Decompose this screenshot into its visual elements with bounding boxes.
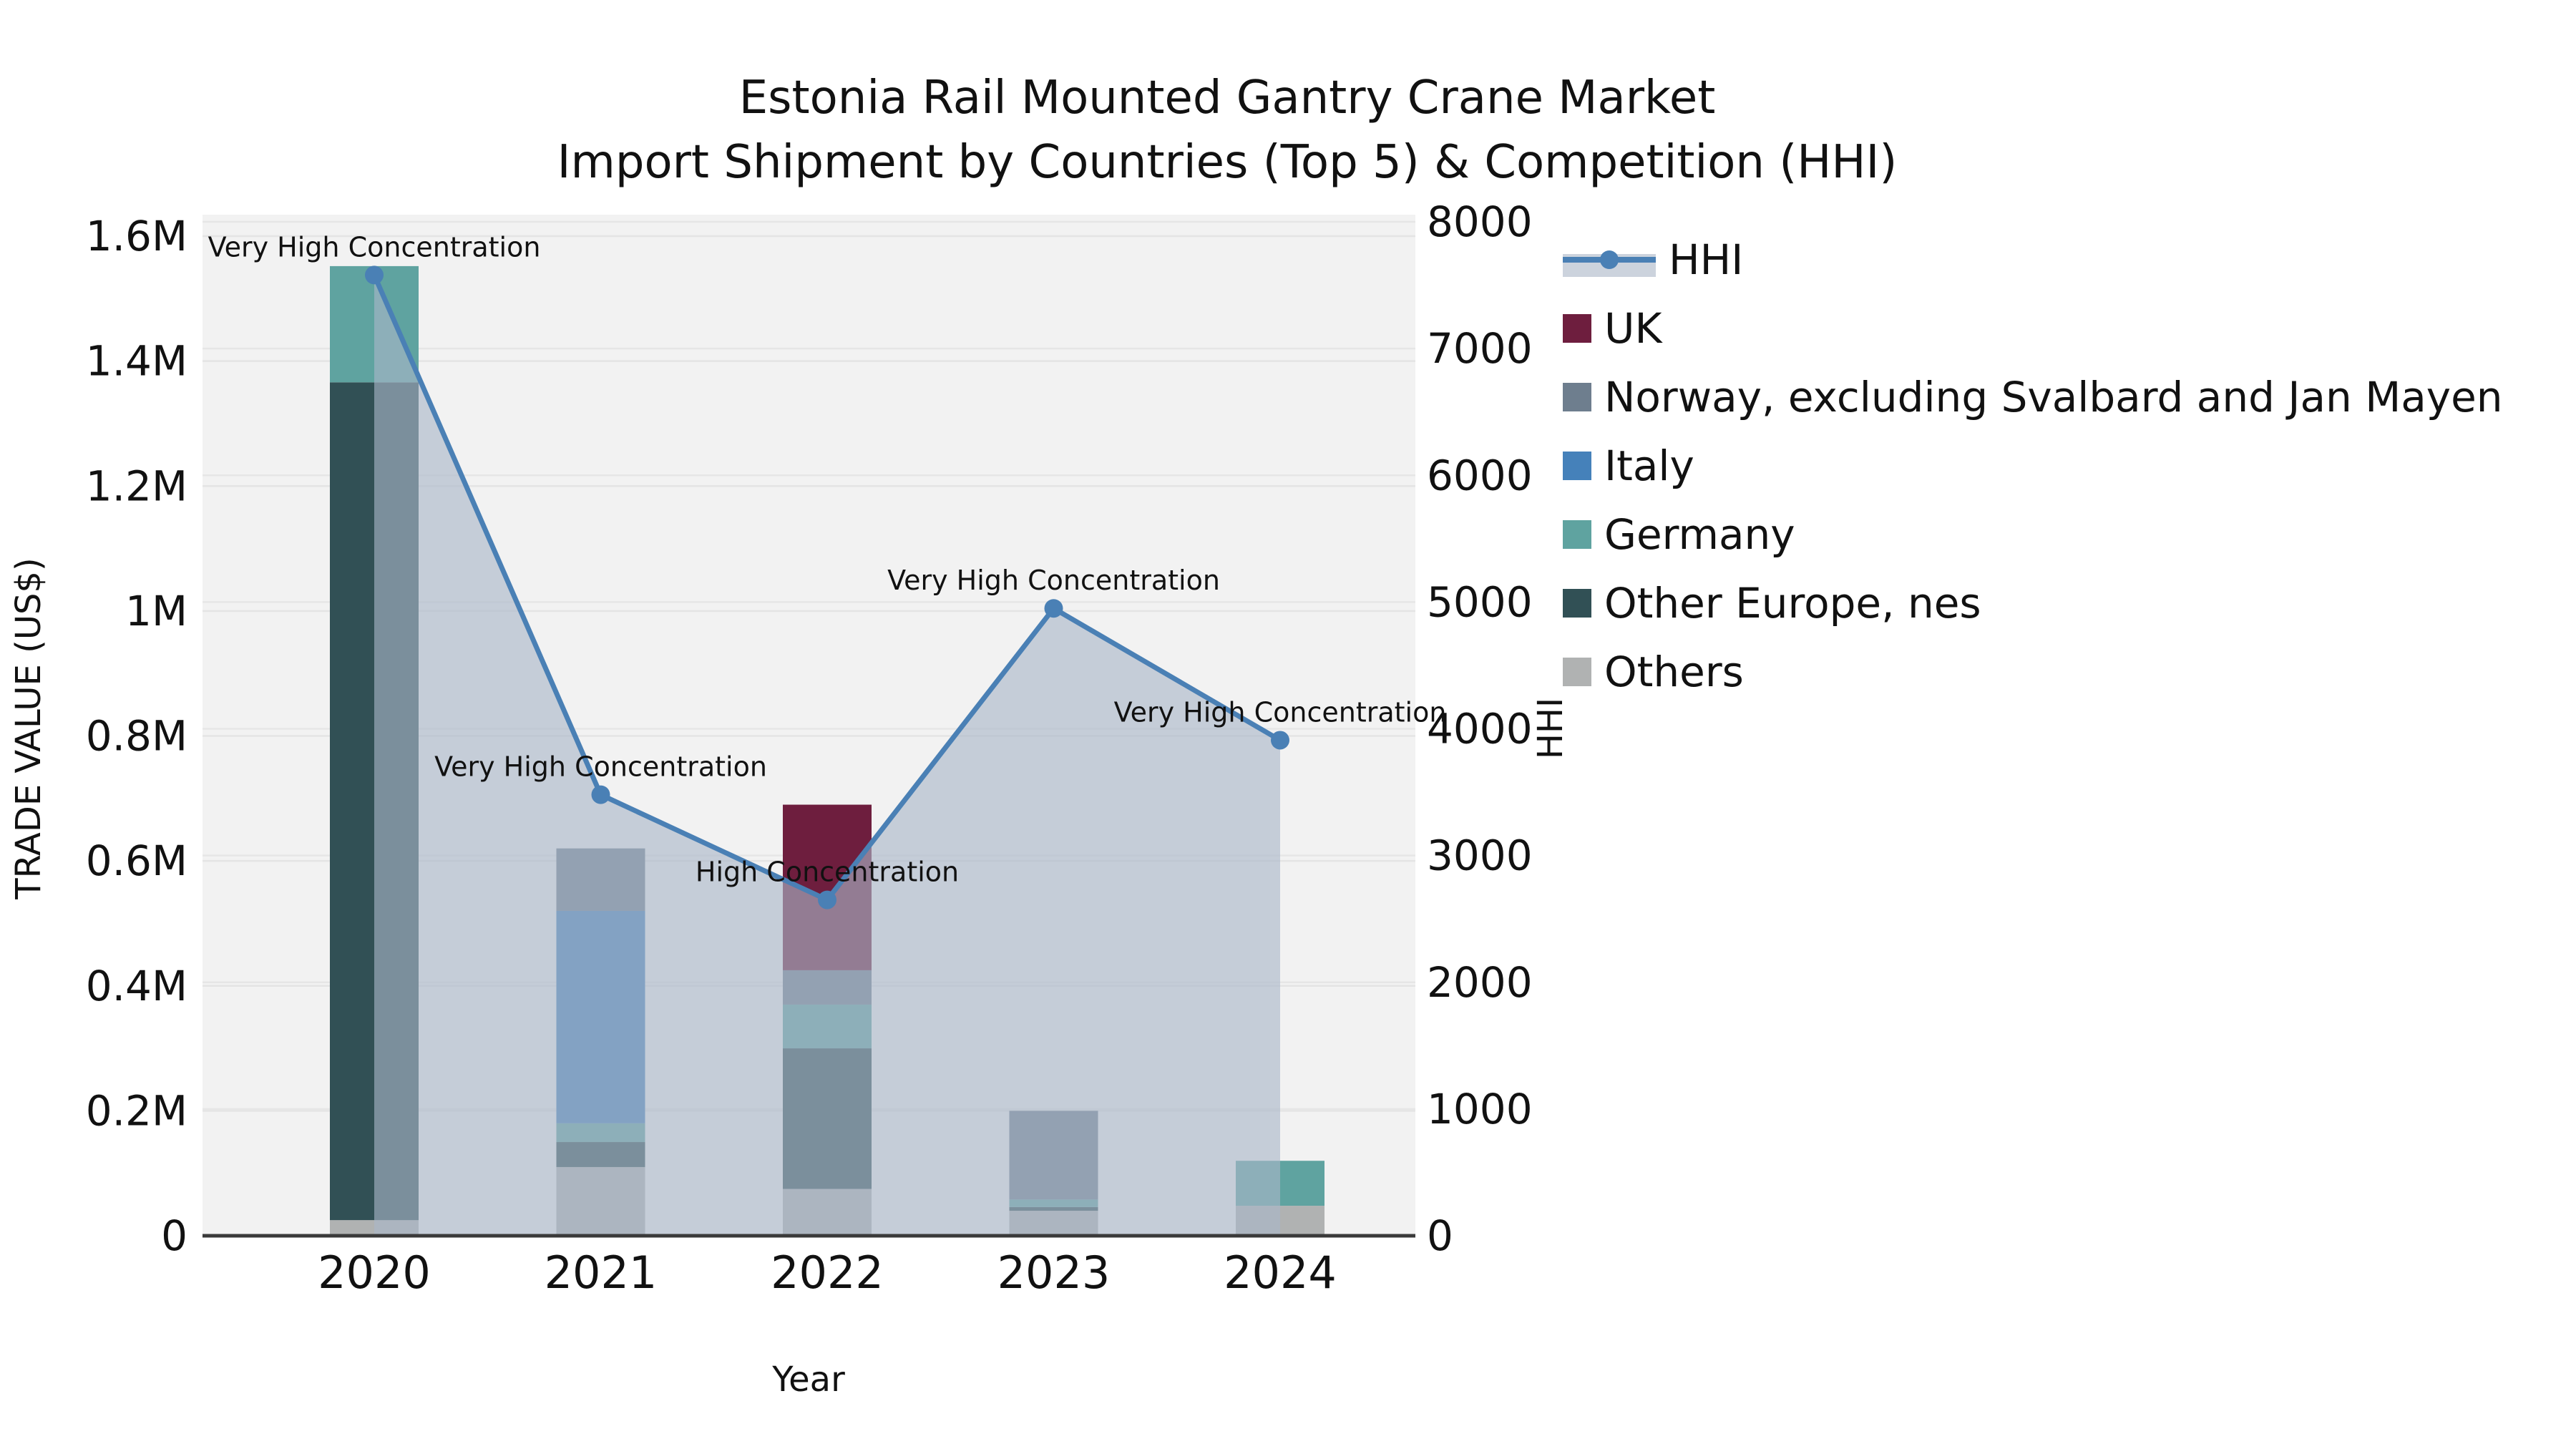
x-axis-title: Year [772, 1360, 845, 1400]
legend-item-germany: Germany [1563, 500, 2503, 569]
y-left-tick-label: 1.4M [86, 337, 187, 386]
legend-item-hhi: HHI [1563, 225, 2503, 294]
hhi-marker-2023 [1044, 599, 1063, 618]
legend-color-swatch [1563, 520, 1591, 549]
y-right-tick-label: 5000 [1427, 577, 1533, 626]
y-right-tick-label: 6000 [1427, 451, 1533, 499]
y-left-tick-label: 0.4M [86, 962, 187, 1010]
y-right-tick-label: 8000 [1427, 197, 1533, 246]
chart-title-line1: Estonia Rail Mounted Gantry Crane Market [738, 72, 1716, 125]
y-right-tick-label: 7000 [1427, 324, 1533, 373]
hhi-marker-2021 [591, 785, 610, 804]
annotation-2021: Very High Concentration [434, 751, 767, 783]
y-right-tick-label: 0 [1427, 1211, 1453, 1260]
legend-label: Italy [1604, 441, 1694, 490]
legend-label: HHI [1669, 235, 1744, 284]
y-right-tick-label: 3000 [1427, 831, 1533, 880]
annotation-2024: Very High Concentration [1114, 696, 1447, 728]
legend-color-swatch [1563, 383, 1591, 411]
legend-color-swatch [1563, 452, 1591, 480]
y-left-tick-label: 0.2M [86, 1086, 187, 1135]
x-tick-label: 2022 [771, 1246, 884, 1299]
chart-title-line2: Import Shipment by Countries (Top 5) & C… [557, 136, 1898, 189]
legend-label: Other Europe, nes [1604, 579, 1981, 628]
y-left-tick-label: 0.8M [86, 712, 187, 761]
legend-item-norway-excluding-svalbard-and-jan-mayen: Norway, excluding Svalbard and Jan Mayen [1563, 363, 2503, 431]
y-left-tick-label: 1.2M [86, 462, 187, 510]
legend-item-others: Others [1563, 638, 2503, 706]
annotation-2020: Very High Concentration [208, 231, 541, 263]
legend-hhi-marker-dot [1600, 250, 1619, 269]
legend-color-swatch [1563, 658, 1591, 686]
legend-item-uk: UK [1563, 294, 2503, 363]
legend-label: Norway, excluding Svalbard and Jan Mayen [1604, 373, 2503, 421]
hhi-marker-2020 [365, 265, 384, 285]
legend-label: Others [1604, 648, 1744, 696]
annotation-2023: Very High Concentration [887, 565, 1220, 596]
y-axis-left-title: TRADE VALUE (US$) [9, 557, 49, 899]
x-tick-label: 2020 [318, 1246, 431, 1299]
hhi-area-fill [374, 275, 1280, 1236]
legend-color-swatch [1563, 314, 1591, 343]
legend-hhi-line-sample-icon [1563, 225, 1656, 294]
y-right-tick-label: 1000 [1427, 1085, 1533, 1133]
legend: HHI UK Norway, excluding Svalbard and Jan … [1563, 225, 2503, 706]
legend-label: Germany [1604, 510, 1795, 559]
x-tick-label: 2021 [545, 1246, 658, 1299]
y-left-tick-label: 1M [125, 587, 187, 635]
y-right-tick-label: 4000 [1427, 705, 1533, 753]
legend-color-swatch [1563, 589, 1591, 618]
y-left-tick-label: 0.6M [86, 836, 187, 885]
hhi-marker-2024 [1271, 731, 1289, 750]
annotation-2022: High Concentration [696, 857, 959, 888]
y-left-tick-label: 1.6M [86, 212, 187, 260]
legend-item-other-europe-nes: Other Europe, nes [1563, 569, 2503, 638]
x-tick-label: 2024 [1224, 1246, 1337, 1299]
legend-label: UK [1604, 304, 1662, 353]
hhi-marker-2022 [818, 890, 836, 909]
y-left-tick-label: 0 [161, 1211, 187, 1260]
x-tick-label: 2023 [997, 1246, 1111, 1299]
y-right-tick-label: 2000 [1427, 958, 1533, 1007]
legend-item-italy: Italy [1563, 431, 2503, 500]
